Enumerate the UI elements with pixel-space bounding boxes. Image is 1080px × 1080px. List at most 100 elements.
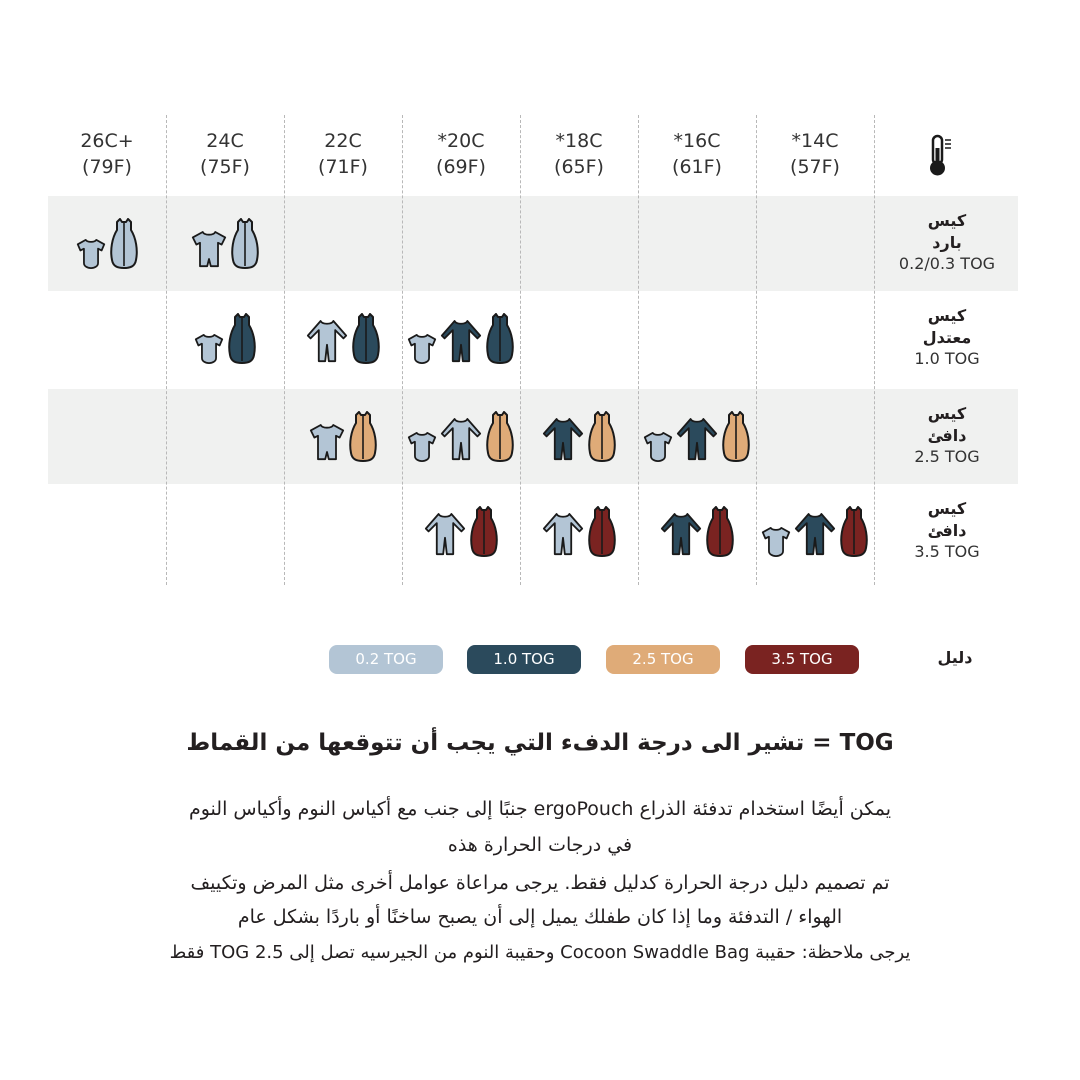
temp-fahrenheit: (79F) [82, 156, 132, 178]
legend-label: دليل [937, 648, 973, 667]
sleepsuit-icon [676, 418, 718, 461]
column-header: *18C (65F) [520, 128, 638, 180]
clothing-combo [402, 504, 520, 558]
row-label-line2: دافئ [927, 426, 967, 445]
temp-fahrenheit: (61F) [672, 156, 722, 178]
temp-fahrenheit: (75F) [200, 156, 250, 178]
row-label-tog: 1.0 TOG [914, 349, 980, 368]
temp-celsius: *20C [437, 130, 485, 152]
temp-celsius: 22C [324, 130, 362, 152]
column-divider [638, 115, 639, 585]
bag-icon [722, 411, 750, 462]
column-divider [166, 115, 167, 585]
bag-icon [230, 218, 259, 269]
row-label-line1: كيس [927, 306, 967, 325]
note-line-4: الهواء / التدفئة وما إذا كان طفلك يميل إ… [237, 906, 843, 928]
clothing-combo [166, 216, 284, 270]
row-label: كيس دافئ 2.5 TOG [880, 403, 1014, 467]
legend-item-0-2-tog: 0.2 TOG [329, 645, 443, 674]
column-divider [402, 115, 403, 585]
row-label: كيس بارد 0.2/0.3 TOG [880, 210, 1014, 274]
sleepsuit-icon [794, 513, 836, 556]
clothing-combo [638, 504, 756, 558]
bag-icon [348, 411, 377, 462]
romper-icon [191, 231, 226, 268]
clothing-combo [756, 504, 874, 558]
sleepsuit-icon [660, 513, 701, 556]
bag-icon [486, 411, 514, 462]
row-label-line2: بارد [932, 233, 962, 252]
temp-fahrenheit: (65F) [554, 156, 604, 178]
row-label-tog: 3.5 TOG [914, 542, 980, 561]
clothing-combo [166, 311, 284, 365]
temp-celsius: *16C [673, 130, 721, 152]
temp-fahrenheit: (71F) [318, 156, 368, 178]
column-header: *14C (57F) [756, 128, 874, 180]
column-header: 26C+ (79F) [48, 128, 166, 180]
bodysuit-icon [643, 432, 673, 462]
legend-item-1-0-tog: 1.0 TOG [467, 645, 581, 674]
bag-icon [469, 506, 498, 557]
column-divider [756, 115, 757, 585]
column-header: 24C (75F) [166, 128, 284, 180]
bag-icon [587, 411, 616, 462]
temp-celsius: *14C [791, 130, 839, 152]
bodysuit-icon [407, 334, 437, 364]
row-label-tog: 0.2/0.3 TOG [898, 254, 996, 273]
clothing-combo [284, 311, 402, 365]
sleepsuit-icon [440, 320, 482, 363]
row-label: كيس دافئ 3.5 TOG [880, 498, 1014, 562]
clothing-combo [638, 409, 756, 463]
note-line-3: تم تصميم دليل درجة الحرارة كدليل فقط. ير… [190, 872, 890, 894]
bag-icon [705, 506, 734, 557]
note-line-2: في درجات الحرارة هذه [447, 834, 633, 856]
note-line-1: يمكن أيضًا استخدام تدفئة الذراع ergoPouc… [188, 798, 892, 820]
bodysuit-icon [76, 239, 105, 269]
bag-icon [109, 218, 138, 269]
temp-fahrenheit: (69F) [436, 156, 486, 178]
row-band-warm [48, 389, 1018, 484]
thermometer-icon [926, 134, 956, 182]
legend-item-2-5-tog: 2.5 TOG [606, 645, 720, 674]
temp-celsius: 26C+ [80, 130, 134, 152]
sleepsuit-icon [440, 418, 482, 461]
clothing-combo [402, 409, 520, 463]
bag-icon [840, 506, 868, 557]
clothing-combo [402, 311, 520, 365]
column-header: 22C (71F) [284, 128, 402, 180]
column-header: *16C (61F) [638, 128, 756, 180]
bag-icon [587, 506, 616, 557]
column-header: *20C (69F) [402, 128, 520, 180]
column-divider [874, 115, 875, 585]
column-divider [520, 115, 521, 585]
temp-fahrenheit: (57F) [790, 156, 840, 178]
sleepsuit-icon [542, 418, 583, 461]
temp-celsius: 24C [206, 130, 244, 152]
bag-icon [486, 313, 514, 364]
bag-icon [227, 313, 256, 364]
bodysuit-icon [407, 432, 437, 462]
clothing-combo [48, 216, 166, 270]
clothing-combo [284, 409, 402, 463]
row-label: كيس معتدل 1.0 TOG [880, 305, 1014, 369]
clothing-combo [520, 504, 638, 558]
sleepsuit-icon [424, 513, 465, 556]
row-label-line1: كيس [927, 499, 967, 518]
note-line-5: يرجى ملاحظة: حقيبة Cocoon Swaddle Bag وح… [169, 942, 911, 963]
sleepsuit-icon [306, 320, 347, 363]
column-divider [284, 115, 285, 585]
row-label-tog: 2.5 TOG [914, 447, 980, 466]
sleepsuit-icon [542, 513, 583, 556]
romper-icon [309, 424, 344, 461]
bodysuit-icon [761, 527, 791, 557]
legend-item-3-5-tog: 3.5 TOG [745, 645, 859, 674]
bag-icon [351, 313, 380, 364]
tog-definition: TOG = تشير الى درجة الدفء التي يجب أن تت… [186, 730, 894, 756]
row-label-line1: كيس [927, 211, 967, 230]
row-label-line2: معتدل [922, 328, 972, 347]
row-label-line1: كيس [927, 404, 967, 423]
temp-celsius: *18C [555, 130, 603, 152]
row-label-line2: دافئ [927, 521, 967, 540]
bodysuit-icon [194, 334, 223, 364]
clothing-combo [520, 409, 638, 463]
